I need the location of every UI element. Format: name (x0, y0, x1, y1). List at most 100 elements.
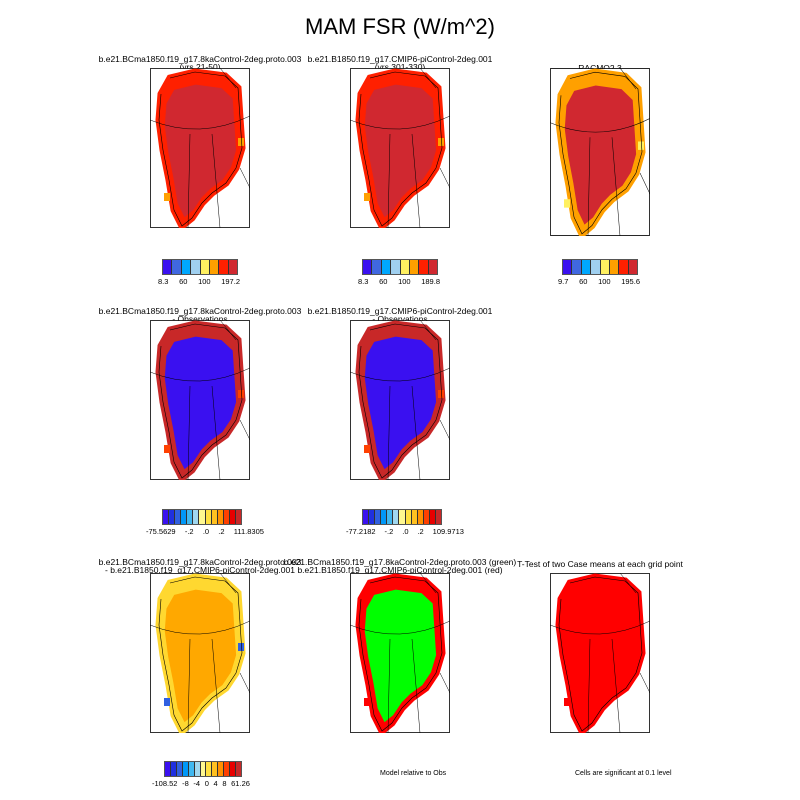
map-accent-cell (164, 193, 170, 201)
colorbar-swatch (435, 510, 442, 524)
coastline (558, 71, 643, 235)
colorbar-labels: -75.5629 -.2 .0 .2 111.8305 (146, 527, 264, 536)
graticule (350, 320, 450, 480)
map-accent-cell (164, 445, 170, 453)
colorbar-swatch (224, 762, 231, 776)
colorbar-swatch (381, 510, 388, 524)
panel-title: b.e21.BCma1850.f19_g17.8kaControl-2deg.p… (250, 557, 550, 575)
colorbar-swatch (229, 510, 236, 524)
colorbar (562, 259, 638, 275)
panel-title-line2: b.e21.B1850.f19_g17.CMIP6-piControl-2deg… (297, 565, 503, 575)
colorbar-swatch (170, 762, 177, 776)
coastline (358, 323, 443, 479)
colorbar-swatch (363, 260, 373, 274)
colorbar-tick-label: 4 (213, 779, 218, 788)
colorbar-tick-label: 60 (579, 277, 588, 286)
colorbar-swatch (172, 260, 182, 274)
colorbar-swatch (199, 510, 206, 524)
panel-title-line2: - Observations (172, 314, 228, 324)
colorbar-swatch (176, 762, 183, 776)
panel-title: b.e21.BCma1850.f19_g17.8kaControl-2deg.p… (50, 558, 350, 575)
map-accent-cell (638, 141, 644, 150)
colorbar-swatch (423, 510, 430, 524)
colorbar-labels: 8.3 60 100 189.8 (358, 277, 440, 286)
colorbar-tick-label: .0 (402, 527, 409, 536)
panel-title-line1: b.e21.BCma1850.f19_g17.8kaControl-2deg.p… (283, 557, 517, 567)
colorbar-swatch (209, 260, 220, 274)
colorbar-labels: -77.2182 -.2 .0 .2 109.9713 (346, 527, 464, 536)
greenland-map (150, 68, 250, 228)
map-accent-cell (364, 445, 370, 453)
map-fill (364, 336, 437, 470)
coastline (158, 71, 243, 227)
colorbar-tick-label: 111.8305 (233, 527, 264, 536)
panel-title-line1: b.e21.B1850.f19_g17.CMIP6-piControl-2deg… (307, 306, 493, 316)
colorbar-swatch (236, 762, 241, 776)
colorbar-swatch (187, 510, 194, 524)
colorbar-tick-label: 60 (379, 277, 388, 286)
map-accent-cell (438, 138, 444, 146)
map-fill (364, 589, 437, 723)
colorbar-swatch (381, 260, 392, 274)
greenland-map (150, 573, 250, 733)
colorbar-swatch (223, 510, 230, 524)
colorbar-swatch (191, 260, 201, 274)
panel-title: b.e21.B1850.f19_g17.CMIP6-piControl-2deg… (250, 306, 550, 324)
map-accent-cell (364, 698, 370, 706)
colorbar-swatch (212, 762, 219, 776)
significance-note: Cells are significant at 0.1 level (575, 770, 672, 777)
colorbar-swatch (628, 260, 637, 274)
greenland-map (350, 573, 450, 733)
colorbar-tick-label: 100 (398, 277, 411, 286)
colorbar-tick-label: 197.2 (221, 277, 240, 286)
colorbar-tick-label: 8 (222, 779, 227, 788)
map-fill (564, 589, 637, 723)
greenland-map (550, 573, 650, 733)
colorbar-swatch (163, 260, 173, 274)
map-fill (564, 85, 637, 225)
colorbar-swatch (181, 260, 192, 274)
colorbar-swatch (409, 260, 420, 274)
coastline (158, 576, 243, 732)
colorbar-swatch (393, 510, 400, 524)
coastline (158, 323, 243, 479)
map-fill (364, 84, 437, 218)
colorbar-swatch (194, 762, 201, 776)
greenland-map (350, 68, 450, 228)
map-fill (164, 589, 237, 723)
panel-title-line1: RACMO2.3 (578, 63, 622, 73)
colorbar-swatch (405, 510, 412, 524)
colorbar-tick-label: 60 (179, 277, 188, 286)
map-accent-cell (238, 643, 244, 651)
colorbar-swatch (217, 510, 224, 524)
colorbar-swatch (230, 762, 237, 776)
colorbar-labels: 8.3 60 100 197.2 (158, 277, 240, 286)
colorbar-tick-label: .0 (202, 527, 210, 536)
graticule (350, 68, 450, 228)
colorbar-swatch (399, 510, 406, 524)
colorbar-swatch (375, 510, 382, 524)
greenland-map (150, 320, 250, 480)
map-accent-cell (238, 390, 244, 398)
colorbar-swatch (429, 510, 436, 524)
colorbar-labels: 9.7 60 100 195.6 (558, 277, 640, 286)
panel-title: b.e21.BCma1850.f19_g17.8kaControl-2deg.p… (50, 55, 350, 72)
colorbar-swatch (235, 510, 242, 524)
map-accent-cell (438, 643, 444, 651)
colorbar-tick-label: 8.3 (158, 277, 169, 286)
panel-title-line2: (yrs 21-50) (179, 62, 221, 72)
colorbar-swatch (400, 260, 410, 274)
colorbar-tick-label: .2 (417, 527, 424, 536)
figure-title: MAM FSR (W/m^2) (305, 14, 495, 39)
colorbar-swatch (200, 762, 207, 776)
greenland-map (350, 320, 450, 480)
map-accent-cell (364, 193, 370, 201)
colorbar-swatch (163, 510, 170, 524)
colorbar (164, 761, 242, 777)
coastline (358, 71, 443, 227)
colorbar-swatch (205, 510, 212, 524)
graticule (150, 68, 250, 228)
panel-title-line2: (yrs 301-330) (374, 62, 426, 72)
colorbar-tick-label: -.2 (184, 527, 194, 536)
colorbar-swatch (219, 260, 229, 274)
